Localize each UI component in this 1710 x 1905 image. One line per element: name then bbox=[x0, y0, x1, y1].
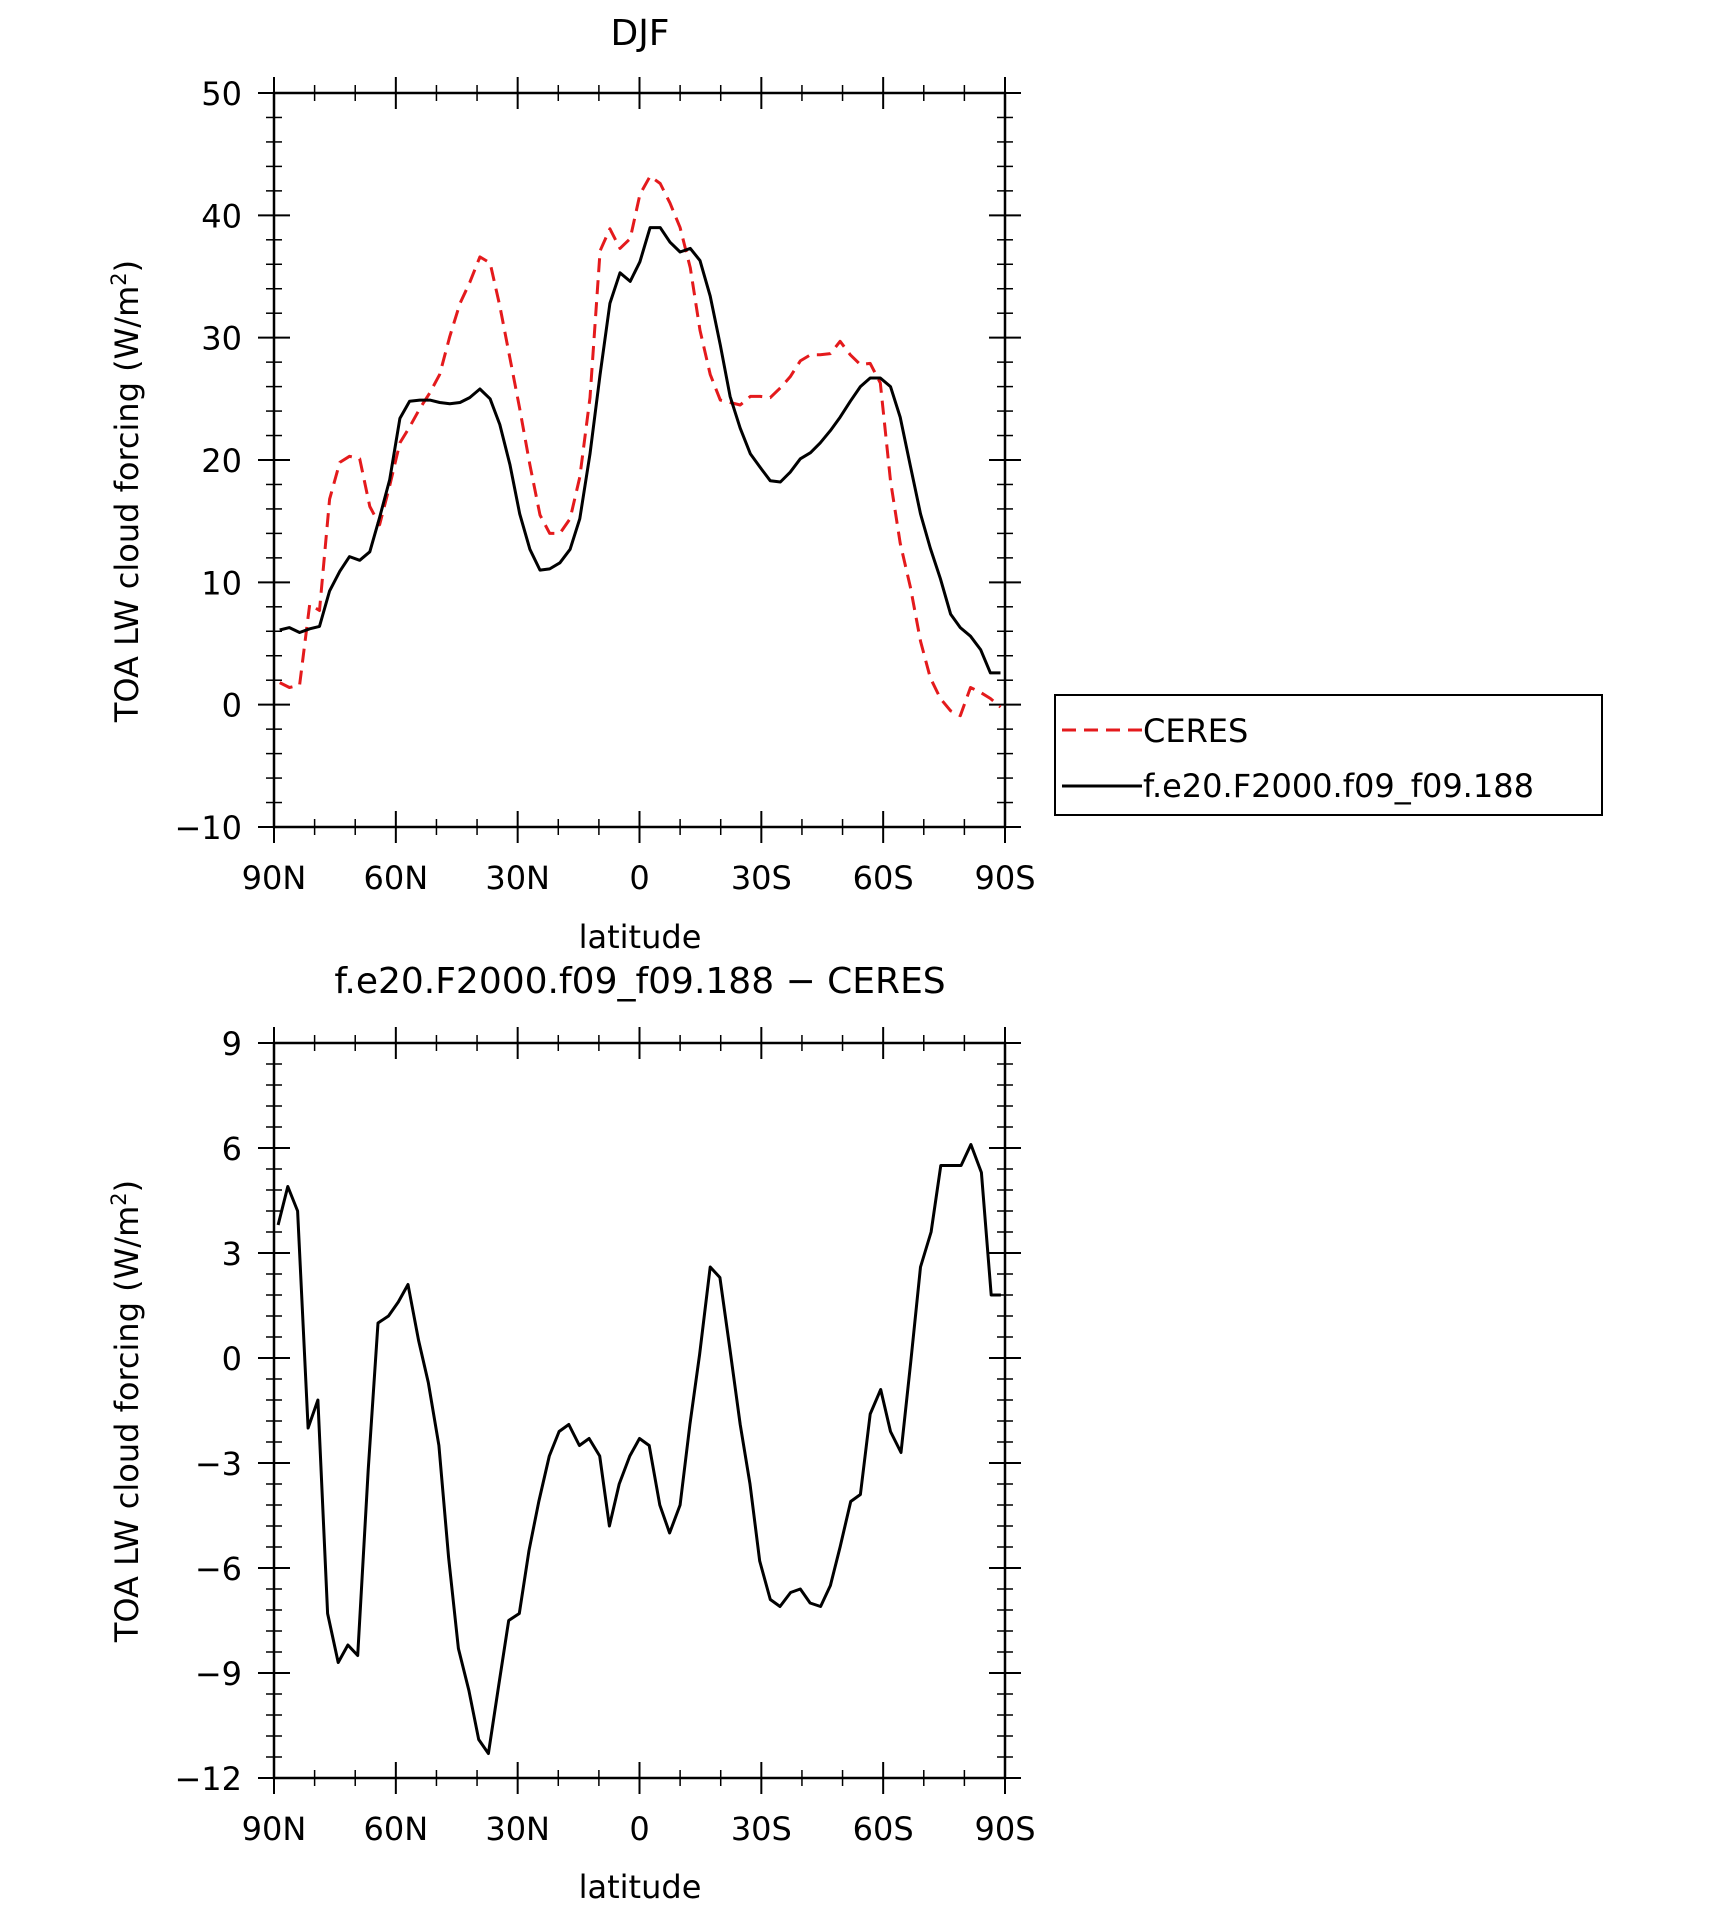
x-axis-label: latitude bbox=[579, 918, 702, 956]
plot-frame bbox=[272, 1041, 1007, 1780]
series-line-difference bbox=[276, 1143, 1001, 1755]
chart-title: f.e20.F2000.f09_f09.188 − CERES bbox=[334, 961, 945, 1002]
y-tick-label: 10 bbox=[201, 564, 242, 602]
plot-area: −10 0 10 20 30 40 50 90N 60N 30N 0 30S 60S 90S bbox=[174, 75, 1035, 897]
x-tick-label: 30N bbox=[485, 1810, 550, 1848]
y-axis-label: TOA LW cloud forcing (W/m2) bbox=[107, 260, 146, 723]
x-tick-label: 30N bbox=[485, 859, 550, 897]
y-axis-label: TOA LW cloud forcing (W/m2) bbox=[107, 1180, 146, 1643]
series-line-f-e20-f2000-f09-f09-188 bbox=[279, 226, 1001, 675]
y-tick-label: 50 bbox=[201, 75, 242, 113]
x-axis-label: latitude bbox=[579, 1868, 702, 1905]
legend-box bbox=[1054, 694, 1603, 816]
x-tick-label: 90N bbox=[242, 1810, 307, 1848]
legend-label-model: f.e20.F2000.f09_f09.188 bbox=[1143, 767, 1534, 805]
y-tick-label: 30 bbox=[201, 320, 242, 358]
y-tick-label: −3 bbox=[195, 1445, 242, 1483]
chart-title: DJF bbox=[610, 13, 669, 54]
x-tick-label: 0 bbox=[629, 859, 649, 897]
difference-panel: f.e20.F2000.f09_f09.188 − CERES −12−9−6−… bbox=[107, 961, 1036, 1905]
y-tick-label: −10 bbox=[174, 809, 242, 847]
x-tick-label: 30S bbox=[731, 859, 792, 897]
x-tick-label: 90S bbox=[974, 859, 1035, 897]
x-tick-label: 60N bbox=[364, 1810, 429, 1848]
x-tick-label: 30S bbox=[731, 1810, 792, 1848]
y-tick-label: 20 bbox=[201, 442, 242, 480]
y-tick-label: −6 bbox=[195, 1550, 242, 1588]
plot-area: −12 −9 −6 −3 0 3 6 9 90N 60N 30N 0 30S 60S 90S bbox=[174, 1025, 1035, 1848]
x-tick-label: 0 bbox=[629, 1810, 649, 1848]
legend-label-ceres: CERES bbox=[1143, 712, 1248, 750]
series-line-ceres bbox=[279, 174, 1002, 718]
y-tick-label: −9 bbox=[195, 1655, 242, 1693]
y-tick-label: 40 bbox=[201, 197, 242, 235]
y-tick-label: 6 bbox=[222, 1130, 242, 1168]
djf-panel: DJF −10 0 10 20 30 40 50 90N 60N 30N 0 30S 60S 90S la… bbox=[107, 13, 1603, 956]
x-tick-label: 60S bbox=[853, 859, 914, 897]
x-tick-label: 60N bbox=[364, 859, 429, 897]
y-tick-label: 9 bbox=[222, 1025, 242, 1063]
y-tick-label: 3 bbox=[222, 1235, 242, 1273]
y-tick-label: −12 bbox=[174, 1760, 242, 1798]
y-tick-label: 0 bbox=[222, 687, 242, 725]
x-tick-label: 90S bbox=[974, 1810, 1035, 1848]
x-tick-label: 60S bbox=[853, 1810, 914, 1848]
legend: CERES f.e20.F2000.f09_f09.188 bbox=[1054, 694, 1603, 816]
x-tick-label: 90N bbox=[242, 859, 307, 897]
y-tick-label: 0 bbox=[222, 1340, 242, 1378]
